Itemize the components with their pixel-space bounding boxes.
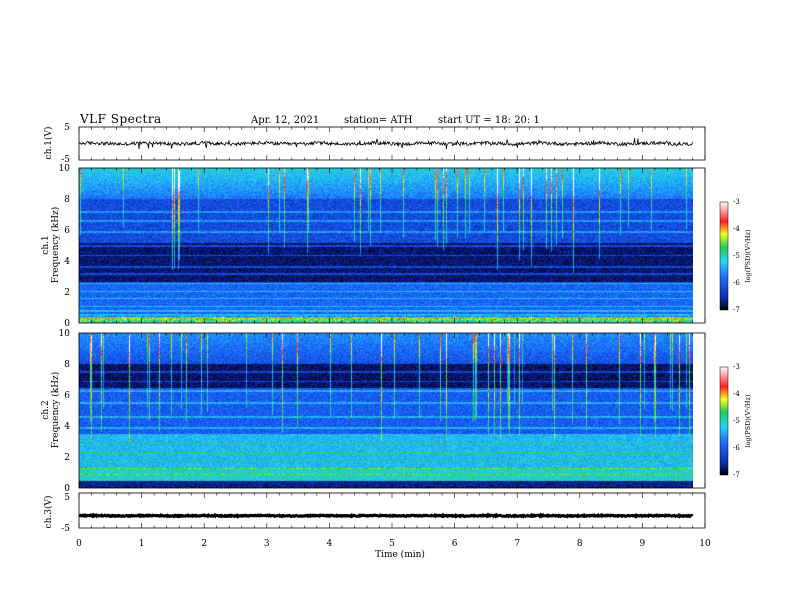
ch2-cb-tick-m3: -3	[733, 363, 740, 371]
ch2-cb-tick-m6: -6	[733, 444, 740, 452]
ch1-cb-tick-m4: -4	[733, 225, 740, 233]
ch2-frequency-ticklabels: 10 8 6 4 2 0	[59, 329, 71, 494]
ch1-waveform-panel: 5 -5 ch.1(V)	[43, 123, 706, 165]
ch1-ytick-bottom: -5	[61, 155, 70, 165]
ch1-colorbar-label: log(PSD)(V²/Hz)	[744, 229, 752, 282]
ch2-colorbar-ramp	[719, 366, 729, 476]
ch2-ytick-2: 2	[64, 453, 70, 463]
ch2-spectrogram-ticks	[78, 333, 706, 488]
ch2-cb-tick-m7: -7	[733, 471, 740, 479]
ch1-ytick-10: 10	[59, 164, 71, 174]
time-tick-7: 7	[514, 539, 520, 549]
ch3-waveform-ylabel: ch.3(V)	[43, 496, 54, 529]
time-tick-6: 6	[452, 539, 458, 549]
time-tick-3: 3	[264, 539, 270, 549]
ch1-colorbar: -3 -4 -5 -6 -7 log(PSD)(V²/Hz)	[719, 198, 752, 314]
ch1-cb-tick-m6: -6	[733, 279, 740, 287]
ch2-frequency-ylabel: Frequency (kHz)	[50, 372, 61, 449]
ch1-cb-tick-m5: -5	[733, 252, 740, 260]
ch2-colorbar-label: log(PSD)(V²/Hz)	[744, 394, 752, 447]
ch1-waveform-trace	[78, 138, 693, 150]
start-time-label: start UT = 18: 20: 1	[438, 115, 540, 126]
ch3-ytick-top: 5	[64, 493, 70, 503]
ch2-spectrogram-panel: 10 8 6 4 2 0 ch.2 Frequency (kHz)	[41, 329, 706, 494]
ch3-waveform-trace	[78, 512, 694, 519]
ch1-frequency-ticklabels: 10 8 6 4 2 0	[59, 164, 71, 329]
time-tick-4: 4	[327, 539, 333, 549]
ch1-waveform-ticks	[78, 127, 706, 160]
ch2-ytick-8: 8	[64, 360, 70, 370]
time-tick-2: 2	[201, 539, 207, 549]
ch1-ytick-2: 2	[64, 288, 70, 298]
ch1-spectrogram-image	[79, 168, 693, 323]
time-axis: 0 1 2 3 4 5 6 7 8 9 10	[76, 539, 711, 549]
ch2-ytick-0: 0	[64, 484, 70, 494]
ch2-cb-tick-m4: -4	[733, 390, 740, 398]
ch1-cb-tick-m3: -3	[733, 198, 740, 206]
station-label: station= ATH	[344, 115, 413, 126]
ch1-ytick-6: 6	[64, 226, 70, 236]
ch3-waveform-frame	[78, 492, 706, 529]
ch2-ytick-10: 10	[59, 329, 71, 339]
ch1-spectrogram-ticks	[78, 168, 706, 323]
ch2-ytick-4: 4	[64, 422, 70, 432]
ch1-ytick-4: 4	[64, 257, 70, 267]
ch1-frequency-ylabel: Frequency (kHz)	[50, 207, 61, 284]
ch1-colorbar-ramp	[719, 201, 729, 311]
ch3-ytick-bottom: -5	[61, 524, 70, 534]
time-tick-0: 0	[76, 539, 82, 549]
ch1-ytick-0: 0	[64, 319, 70, 329]
ch2-spectrogram-image	[79, 333, 693, 488]
ch3-waveform-panel: 5 -5 ch.3(V)	[43, 492, 706, 534]
ch1-ytick-8: 8	[64, 195, 70, 205]
ch3-waveform-ticks	[78, 493, 706, 528]
time-tick-5: 5	[389, 539, 395, 549]
ch2-colorbar: -3 -4 -5 -6 -7 log(PSD)(V²/Hz)	[719, 363, 752, 479]
header: VLF Spectra Apr. 12, 2021 station= ATH s…	[79, 112, 540, 126]
time-tick-10: 10	[699, 539, 711, 549]
ch2-ytick-6: 6	[64, 391, 70, 401]
time-axis-label: Time (min)	[375, 549, 425, 560]
ch1-ytick-top: 5	[64, 123, 70, 133]
ch1-cb-tick-m7: -7	[733, 306, 740, 314]
time-tick-1: 1	[139, 539, 145, 549]
ch1-waveform-ylabel: ch.1(V)	[43, 127, 54, 160]
figure-title: VLF Spectra	[79, 112, 162, 126]
ch2-cb-tick-m5: -5	[733, 417, 740, 425]
date-label: Apr. 12, 2021	[250, 115, 319, 126]
time-tick-9: 9	[640, 539, 646, 549]
ch1-channel-label: ch.1	[41, 235, 51, 254]
ch1-spectrogram-panel: 10 8 6 4 2 0 ch.1 Frequency (kHz)	[41, 164, 706, 329]
time-tick-8: 8	[577, 539, 583, 549]
ch2-channel-label: ch.2	[41, 400, 51, 419]
